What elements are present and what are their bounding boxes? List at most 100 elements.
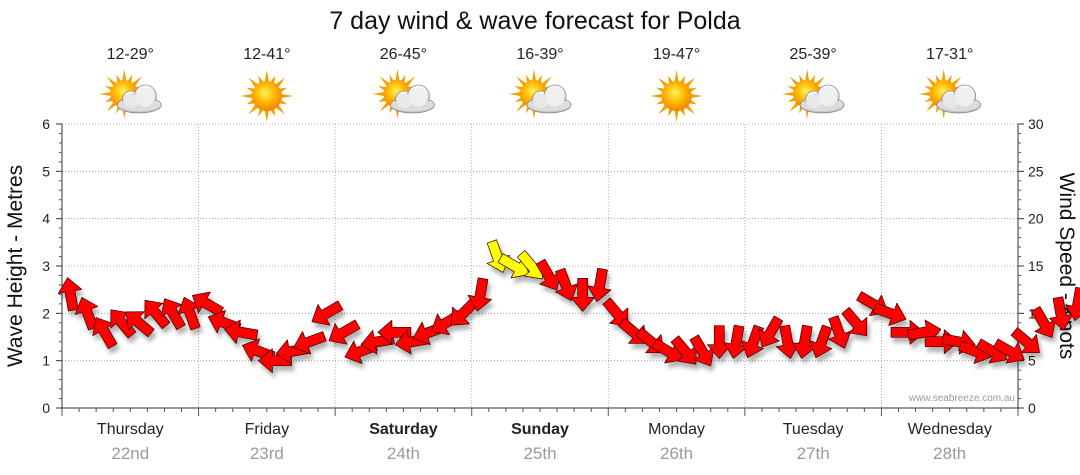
sun-ray: [122, 69, 127, 82]
sun-ray: [658, 77, 669, 88]
wind-arrow: [992, 338, 1025, 364]
right-tick-label: 0: [1028, 400, 1036, 416]
sun-ray: [280, 93, 293, 99]
cloud-fill: [943, 93, 959, 109]
weather-icon-row: [99, 69, 982, 122]
day-label: Sunday: [511, 421, 569, 438]
left-tick-label: 0: [42, 400, 50, 416]
right-tick-label: 30: [1028, 116, 1044, 132]
wind-arrow: [841, 306, 868, 337]
wind-arrow: [328, 319, 361, 345]
cloud-fill: [396, 93, 412, 109]
wind-arrow: [602, 297, 629, 327]
wind-arrow: [224, 319, 259, 344]
wind-arrow: [311, 300, 344, 326]
wind-arrow: [1010, 327, 1040, 354]
temperature-row: 12-29° 12-41° 26-45° 16-39° 19-47° 25-39° 17-3…: [107, 46, 974, 63]
cloud-shape: [116, 84, 162, 114]
day-label: Saturday: [369, 421, 438, 438]
left-tick-label: 6: [42, 116, 50, 132]
cloud-fill: [545, 87, 565, 107]
left-tick-label: 4: [42, 211, 50, 227]
sun-ray: [789, 101, 800, 112]
sun-ray: [814, 76, 825, 87]
y-left-label: Wave Height - Metres: [4, 165, 27, 367]
partly-cloudy-icon: [509, 69, 572, 119]
sun-ray: [379, 101, 390, 112]
wind-arrows: [57, 239, 1080, 374]
temp-range-label: 25-39°: [789, 46, 836, 63]
wind-arrow: [554, 267, 579, 302]
sun-ray: [541, 76, 552, 87]
sun-ray: [405, 76, 416, 87]
grid-lines: [62, 123, 1018, 408]
day-label: Monday: [648, 421, 705, 438]
sun-ray: [248, 77, 259, 88]
right-tick-label: 20: [1028, 211, 1044, 227]
day-label: Wednesday: [908, 421, 992, 438]
wind-arrow: [758, 315, 784, 348]
left-tick-label: 5: [42, 163, 50, 179]
cloud-fill: [533, 93, 549, 109]
chart-title: 7 day wind & wave forecast for Polda: [329, 7, 740, 35]
wind-arrow: [1065, 286, 1080, 321]
sun-ray: [395, 69, 400, 82]
sun-ray: [106, 101, 117, 112]
cloud-fill: [818, 87, 838, 107]
wind-arrow: [125, 311, 155, 338]
cloud-fill: [806, 93, 822, 109]
sunny-icon: [650, 70, 703, 122]
right-tick-label: 25: [1028, 163, 1044, 179]
sun-ray: [941, 69, 946, 82]
cloud-fill: [123, 93, 139, 109]
sun-ray: [951, 76, 962, 87]
sun-ray: [275, 77, 286, 88]
sun-ray: [131, 76, 142, 87]
sun-ray: [684, 104, 695, 115]
day-label: Thursday: [97, 421, 164, 438]
sun-ray: [674, 109, 679, 122]
wind-arrow: [775, 324, 801, 359]
right-axis-ticks: 051015202530: [1018, 116, 1044, 416]
wind-arrow: [740, 324, 765, 359]
sun-ray: [372, 91, 385, 97]
partly-cloudy-icon: [782, 69, 845, 119]
wind-arrow: [377, 319, 412, 345]
partly-cloudy-icon: [918, 69, 982, 119]
date-label: 23rd: [250, 444, 284, 463]
sun-ray: [379, 76, 390, 87]
sun-ray: [789, 76, 800, 87]
temp-range-label: 19-47°: [653, 46, 700, 63]
temp-range-label: 17-31°: [926, 46, 973, 63]
left-tick-label: 2: [42, 305, 50, 321]
temp-range-label: 16-39°: [516, 46, 563, 63]
right-tick-label: 15: [1028, 258, 1044, 274]
sun-ray: [690, 93, 703, 99]
sun-ray: [782, 91, 795, 97]
day-label: Friday: [245, 421, 289, 438]
partly-cloudy-icon: [372, 69, 435, 119]
date-label: 28th: [933, 444, 966, 463]
wind-arrow: [809, 324, 833, 359]
cloud-fill: [955, 87, 975, 107]
cloud-shape: [936, 84, 982, 114]
temp-range-label: 26-45°: [380, 46, 427, 63]
left-tick-label: 3: [42, 258, 50, 274]
cloud-fill: [135, 87, 155, 107]
credit-text: www.seabreeze.com.au: [908, 393, 1015, 404]
sun-ray: [516, 101, 527, 112]
wind-arrow: [74, 296, 99, 331]
sunny-icon: [240, 70, 293, 122]
sun-ray: [264, 70, 270, 83]
sun-ray: [674, 70, 679, 83]
y-right-label: Wind Speed - Knots: [1055, 173, 1078, 360]
sun-ray: [650, 93, 663, 99]
temp-range-label: 12-29°: [107, 46, 154, 63]
sun-ray: [248, 104, 259, 115]
sun-ray: [926, 101, 937, 112]
left-axis-ticks: 0 1 2 3 4 5 6: [42, 116, 62, 416]
wind-arrow: [467, 277, 492, 312]
sun-ray: [99, 91, 112, 97]
sun-ray: [516, 76, 527, 87]
